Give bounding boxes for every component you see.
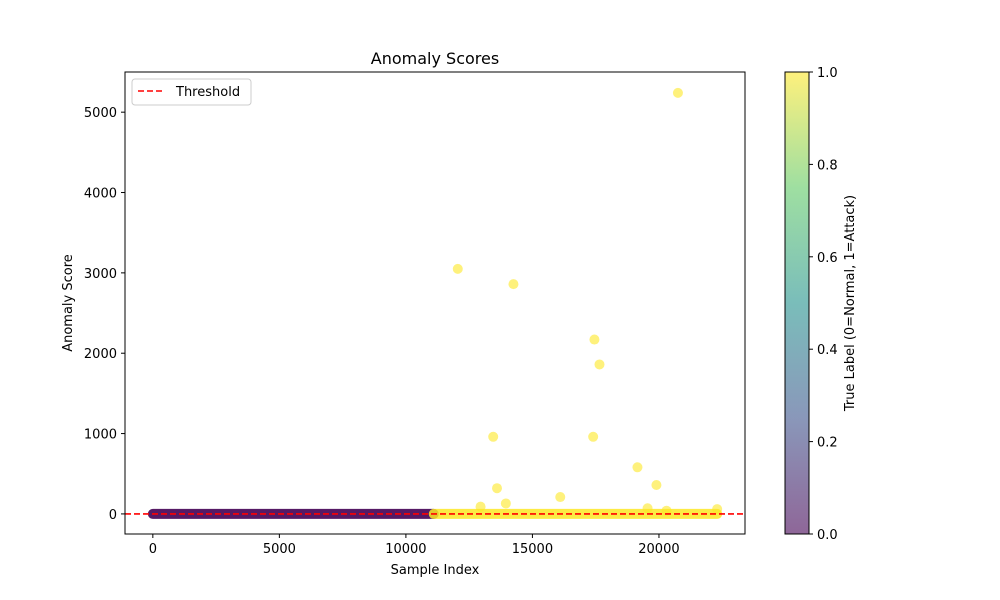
scatter-point — [452, 263, 463, 274]
y-tick-label: 0 — [109, 508, 117, 523]
x-tick-label: 5000 — [263, 542, 296, 557]
colorbar-tick-label: 0.8 — [817, 158, 838, 173]
colorbar-tick-label: 0.6 — [817, 251, 838, 266]
y-axis-label: Anomaly Score — [61, 254, 76, 352]
y-tick-label: 4000 — [84, 187, 117, 202]
y-tick-label: 1000 — [84, 428, 117, 443]
scatter-point — [500, 498, 511, 509]
y-axis: 0 1000 2000 3000 4000 5000 — [84, 106, 125, 523]
scatter-point — [594, 359, 605, 370]
scatter-point — [492, 483, 502, 494]
colorbar: 0.0 0.2 0.4 0.6 0.8 1.0 True Label (0=Normal,… — [784, 66, 858, 543]
scatter-point — [508, 279, 519, 290]
scatter-point — [651, 479, 662, 490]
plot-frame — [124, 71, 746, 535]
x-tick-label: 0 — [149, 542, 157, 557]
colorbar-gradient — [784, 71, 810, 535]
x-axis: 0 5000 10000 15000 20000 — [149, 534, 680, 557]
plot-marks — [125, 87, 745, 519]
x-tick-label: 10000 — [385, 542, 426, 557]
x-tick-label: 15000 — [512, 542, 553, 557]
scatter-point — [475, 501, 486, 512]
scatter-point — [642, 503, 653, 514]
y-tick-label: 3000 — [84, 267, 117, 282]
colorbar-label: True Label (0=Normal, 1=Attack) — [843, 195, 858, 412]
x-axis-label: Sample Index — [391, 563, 480, 578]
colorbar-tick-label: 0.0 — [817, 528, 838, 543]
scatter-point — [588, 431, 599, 442]
colorbar-ticks: 0.0 0.2 0.4 0.6 0.8 1.0 — [809, 66, 838, 543]
scatter-point — [712, 504, 723, 515]
y-tick-label: 2000 — [84, 347, 117, 362]
colorbar-tick-label: 0.4 — [817, 343, 838, 358]
scatter-point — [672, 87, 683, 98]
x-tick-label: 20000 — [638, 542, 679, 557]
legend-box — [131, 78, 252, 106]
y-tick-label: 5000 — [84, 106, 117, 121]
scatter-point — [632, 462, 643, 473]
colorbar-tick-label: 1.0 — [817, 66, 838, 81]
legend-threshold-label: Threshold — [175, 85, 240, 100]
legend: Threshold — [131, 78, 252, 106]
scatter-point — [555, 492, 566, 503]
scatter-point — [589, 334, 600, 345]
chart-title: Anomaly Scores — [371, 49, 499, 68]
colorbar-tick-label: 0.2 — [817, 436, 838, 451]
point-band-normal — [147, 508, 439, 519]
scatter-point — [488, 431, 499, 442]
